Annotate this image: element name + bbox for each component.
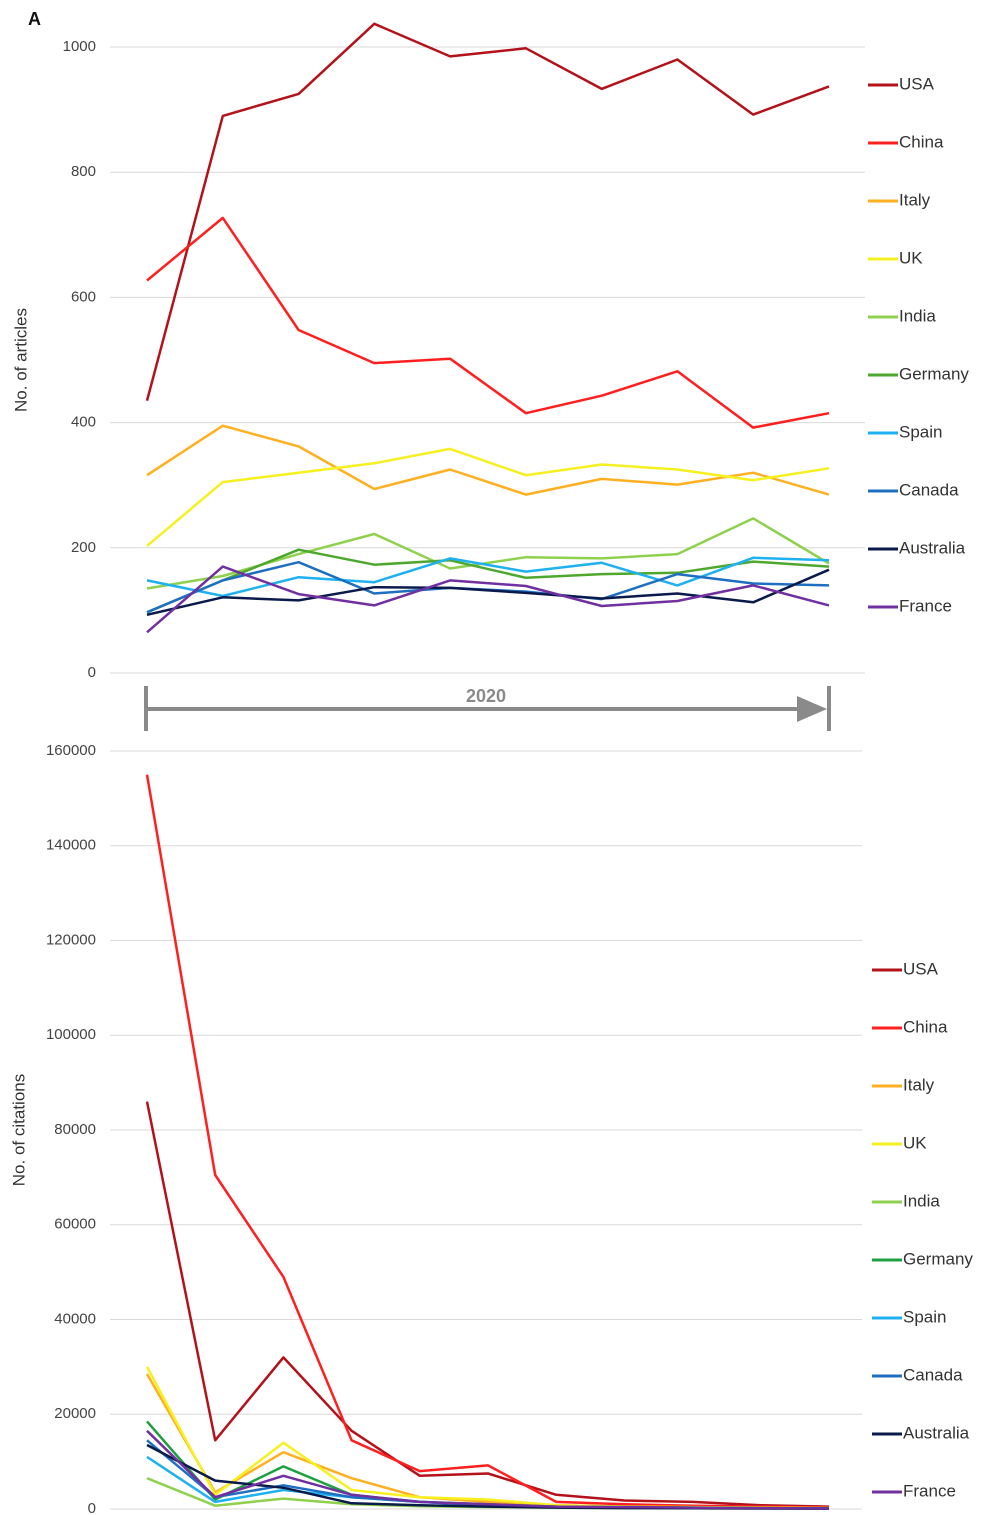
series-line <box>146 216 830 429</box>
y-tick-label: 20000 <box>54 1405 96 1422</box>
y-tick-label: 140000 <box>46 837 96 854</box>
legend-label: USA <box>899 74 935 93</box>
series-line <box>146 517 830 590</box>
legend-label: Australia <box>903 1423 970 1442</box>
y-axis-label: No. of articles <box>11 308 30 412</box>
legend-label: France <box>903 1481 956 1500</box>
legend-label: Italy <box>903 1075 935 1094</box>
y-tick-label: 200 <box>71 539 96 556</box>
legend-label: Canada <box>899 480 959 499</box>
legend-label: Germany <box>903 1249 973 1268</box>
y-tick-label: 160000 <box>46 742 96 759</box>
series-line <box>146 568 830 617</box>
series-line <box>145 1373 830 1510</box>
series-line <box>145 774 830 1509</box>
legend-label: Canada <box>903 1365 963 1384</box>
series-line <box>146 1429 830 1510</box>
y-axis-label: No. of citations <box>9 1074 28 1186</box>
legend-label: China <box>899 132 944 151</box>
legend: USA China Italy UK India Germany Spain Canada Au… <box>872 959 973 1500</box>
y-tick-label: 80000 <box>54 1121 96 1138</box>
series-line <box>146 565 830 634</box>
arrow-head <box>797 696 827 722</box>
y-tick-label: 120000 <box>46 931 96 948</box>
legend-label: USA <box>903 959 939 978</box>
series-line <box>145 1101 830 1508</box>
legend-label: China <box>903 1017 948 1036</box>
annotation: 2020 <box>466 686 506 706</box>
y-tick-label: 60000 <box>54 1216 96 1233</box>
legend-label: UK <box>899 248 923 267</box>
y-tick-label: 1000 <box>63 38 96 55</box>
legend: USA China Italy UK India Germany Spain Canada Au… <box>868 74 969 615</box>
legend-label: India <box>899 306 936 325</box>
y-tick-label: 600 <box>71 288 96 305</box>
y-tick-label: 100000 <box>46 1026 96 1043</box>
legend-label: France <box>899 596 952 615</box>
y-tick-label: 0 <box>88 664 96 681</box>
series-line <box>146 424 830 496</box>
y-tick-label: 800 <box>71 163 96 180</box>
panel-label: A <box>28 9 41 29</box>
legend-label: Spain <box>903 1307 946 1326</box>
series-line <box>146 447 830 547</box>
series-line <box>145 22 830 402</box>
legend-label: India <box>903 1191 940 1210</box>
series-line <box>146 556 830 598</box>
legend-label: Australia <box>899 538 966 557</box>
y-tick-label: 0 <box>88 1500 96 1515</box>
legend-label: Italy <box>899 190 931 209</box>
legend-label: Spain <box>899 422 942 441</box>
y-tick-label: 400 <box>71 414 96 431</box>
y-tick-label: 40000 <box>54 1310 96 1327</box>
series-line <box>146 548 830 614</box>
legend-label: Germany <box>899 364 969 383</box>
legend-label: UK <box>903 1133 927 1152</box>
